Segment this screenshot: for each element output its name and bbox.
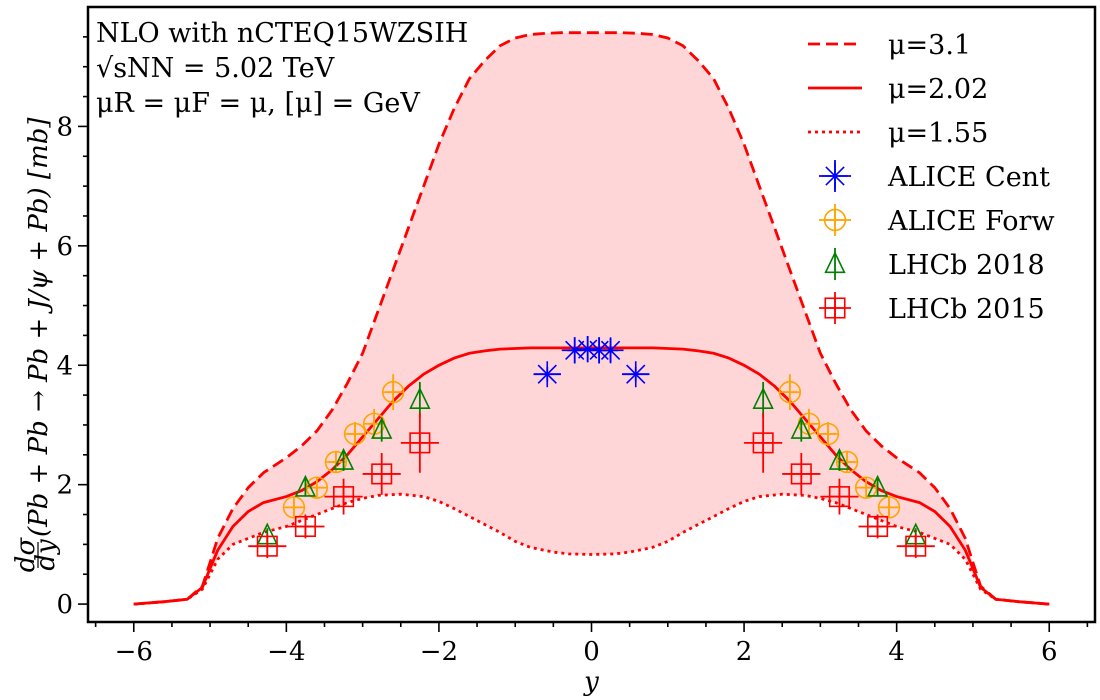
- point-lhcb-2018: [371, 416, 393, 442]
- y-axis-label-fraction-denominator: dy: [31, 539, 61, 571]
- legend-label: μ=1.55: [888, 118, 988, 149]
- point-alice-cent: [574, 335, 601, 363]
- legend-item: LHCb 2018: [824, 248, 1045, 281]
- data-points: [248, 335, 935, 559]
- x-tick-label: −2: [420, 637, 458, 667]
- point-alice-forw: [305, 476, 329, 499]
- legend-item: μ=3.1: [808, 30, 971, 61]
- x-axis-ticks: −6 −4 −2 0 2 4 6: [94, 622, 1089, 667]
- y-tick-label: 2: [56, 471, 73, 501]
- point-lhcb-2015: [896, 534, 935, 559]
- marker-stroke: [537, 364, 557, 384]
- point-lhcb-2018: [409, 381, 431, 418]
- y-axis-label: dσ dy (Pb + Pb → Pb + J/ψ + Pb) [mb]: [11, 117, 61, 573]
- point-lhcb-2015: [782, 453, 821, 495]
- point-alice-forw: [816, 421, 840, 446]
- legend-item: ALICE Cent: [819, 160, 1050, 193]
- legend-label: LHCb 2018: [888, 250, 1045, 281]
- annotations: NLO with nCTEQ15WZSIH √sNN = 5.02 TeV μR…: [96, 18, 468, 119]
- point-lhcb-2015: [248, 534, 287, 559]
- marker-stroke: [600, 340, 621, 360]
- marker-triangle: [752, 387, 774, 409]
- y-axis-label-fraction-numerator: dσ: [11, 537, 41, 573]
- point-lhcb-2018: [294, 474, 317, 497]
- point-lhcb-2015: [820, 478, 859, 515]
- point-lhcb-2015: [744, 413, 783, 473]
- legend-item: μ=1.55: [808, 118, 988, 149]
- point-lhcb-2015: [324, 478, 363, 515]
- legend-item: ALICE Forw: [819, 204, 1055, 237]
- point-alice-forw: [343, 421, 367, 446]
- marker-triangle: [409, 387, 431, 409]
- point-alice-cent: [622, 361, 650, 388]
- marker-stroke: [578, 339, 598, 359]
- points-alice-cent: [533, 335, 650, 388]
- point-alice-forw: [877, 496, 901, 519]
- point-alice-cent: [597, 337, 624, 364]
- marker-triangle: [828, 447, 851, 470]
- point-lhcb-2018: [332, 447, 355, 471]
- y-axis-ticks: 0 2 4 6 8: [56, 36, 88, 620]
- legend-label: LHCb 2015: [888, 294, 1045, 325]
- curve-mu-1-55: [133, 492, 1050, 606]
- y-tick-label: 8: [56, 112, 73, 142]
- x-tick-label: 6: [1041, 637, 1058, 667]
- point-alice-forw: [778, 374, 802, 411]
- legend-label: ALICE Cent: [887, 162, 1050, 193]
- curve-mu-2-02: [133, 346, 1050, 606]
- point-lhcb-2018: [752, 381, 774, 418]
- legend: μ=3.1 μ=2.02 μ=1.55 ALICE Cent ALICE Forw LHC…: [808, 30, 1055, 325]
- point-alice-forw: [854, 476, 878, 499]
- marker-triangle: [294, 474, 317, 497]
- marker-triangle: [790, 416, 812, 439]
- annotation-energy: √sNN = 5.02 TeV: [96, 53, 335, 84]
- points-lhcb-2015: [248, 413, 935, 559]
- point-lhcb-2015: [362, 453, 401, 495]
- marker-stroke: [626, 364, 646, 384]
- band-area: [133, 32, 1050, 605]
- legend-label: μ=2.02: [888, 74, 988, 105]
- annotation-pdf: NLO with nCTEQ15WZSIH: [96, 18, 468, 49]
- y-tick-label: 0: [56, 590, 73, 620]
- y-tick-label: 6: [56, 232, 73, 262]
- y-axis-label-text: (Pb + Pb → Pb + J/ψ + Pb) [mb]: [24, 117, 54, 537]
- point-alice-forw: [381, 374, 405, 411]
- marker-triangle: [332, 447, 355, 470]
- marker-triangle: [824, 251, 846, 274]
- point-lhcb-2018: [866, 474, 889, 497]
- curves: [133, 31, 1050, 606]
- x-axis-label: y: [583, 667, 599, 697]
- point-lhcb-2015: [858, 514, 897, 539]
- uncertainty-band: [133, 32, 1050, 605]
- legend-label: ALICE Forw: [887, 206, 1055, 237]
- y-tick-label: 4: [56, 351, 73, 381]
- x-tick-label: −4: [267, 637, 305, 667]
- marker-stroke: [565, 340, 585, 360]
- point-lhcb-2018: [790, 416, 812, 442]
- marker-stroke: [825, 166, 845, 186]
- legend-label: μ=3.1: [888, 30, 971, 61]
- points-alice-forw: [282, 374, 901, 519]
- point-lhcb-2015: [400, 413, 439, 473]
- x-tick-label: −6: [115, 637, 153, 667]
- curve-mu-3-1: [133, 31, 1050, 606]
- point-lhcb-2018: [828, 447, 851, 471]
- marker-triangle: [866, 474, 889, 497]
- legend-item: μ=2.02: [808, 74, 988, 105]
- marker-triangle: [371, 416, 393, 439]
- point-lhcb-2015: [286, 514, 325, 539]
- point-alice-forw: [282, 496, 306, 519]
- x-tick-label: 0: [583, 637, 600, 667]
- x-tick-label: 4: [888, 637, 905, 667]
- annotation-scale: μR = μF = μ, [μ] = GeV: [96, 88, 420, 119]
- x-tick-label: 2: [736, 637, 753, 667]
- legend-item: LHCb 2015: [819, 292, 1045, 325]
- point-alice-cent: [533, 361, 561, 388]
